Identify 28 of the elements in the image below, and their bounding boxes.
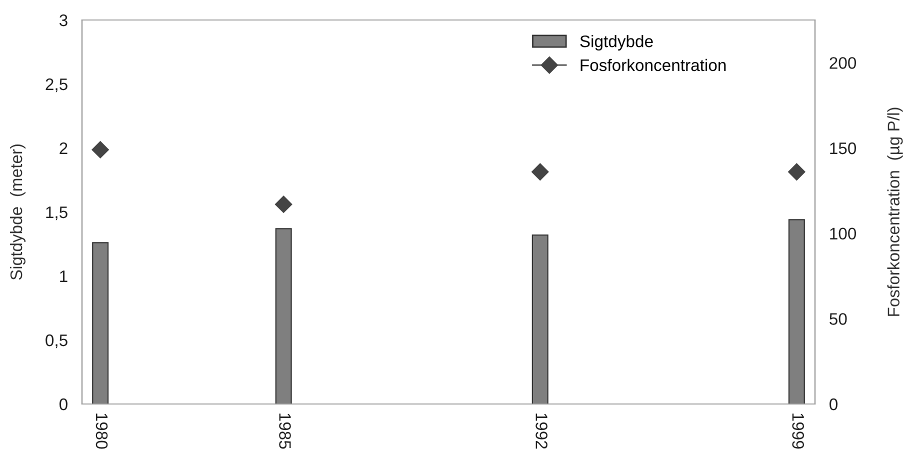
x-tick-label: 1980 [96, 414, 108, 449]
bar [788, 219, 805, 404]
y2-axis-title: Fosforkoncentration (µg P/l) [887, 108, 903, 316]
y2-tick-label: 0 [830, 398, 838, 410]
point [275, 196, 292, 213]
y2-tick-label: 150 [830, 142, 856, 154]
bar [532, 234, 548, 404]
x-tick-label: 1985 [279, 414, 291, 449]
y2-tick-label: 100 [830, 228, 856, 240]
y2-tick-label: 200 [830, 57, 856, 69]
bar [275, 228, 292, 404]
point [92, 141, 109, 158]
x-tick-label: 1992 [536, 414, 548, 449]
point [532, 163, 549, 180]
y-tick-label: 1,5 [46, 206, 68, 220]
bar [92, 242, 109, 404]
y-tick-label: 0 [59, 398, 68, 410]
y-tick-label: 2 [60, 142, 68, 154]
legend-label: Sigtdybde [580, 35, 653, 51]
x-tick-label: 1999 [792, 414, 804, 449]
point [788, 163, 806, 180]
y-axis-title: Sigtdybde (meter) [10, 144, 26, 280]
y-tick-label: 0,5 [46, 334, 68, 348]
y-tick-label: 2,5 [46, 78, 68, 92]
y2-tick-label: 50 [830, 313, 847, 325]
y-tick-label: 3 [59, 14, 68, 26]
legend-label: Fosforkoncentration [580, 58, 726, 72]
y-tick-label: 1 [60, 270, 68, 282]
